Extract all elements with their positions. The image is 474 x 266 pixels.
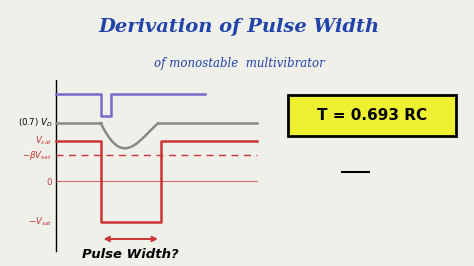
Text: T = 0.693 RC: T = 0.693 RC [317, 108, 427, 123]
Text: $-\beta V_{sat}$: $-\beta V_{sat}$ [22, 148, 53, 161]
Text: $0$: $0$ [46, 176, 53, 186]
Text: $V_{sat}$: $V_{sat}$ [35, 134, 53, 147]
Text: Pulse Width?: Pulse Width? [82, 248, 179, 261]
Text: $(0.7)\ V_D$: $(0.7)\ V_D$ [18, 117, 53, 130]
Text: $-V_{sat}$: $-V_{sat}$ [28, 215, 53, 228]
Text: of monostable  multivibrator: of monostable multivibrator [154, 57, 325, 70]
Text: Derivation of Pulse Width: Derivation of Pulse Width [99, 18, 380, 36]
FancyBboxPatch shape [288, 95, 456, 136]
